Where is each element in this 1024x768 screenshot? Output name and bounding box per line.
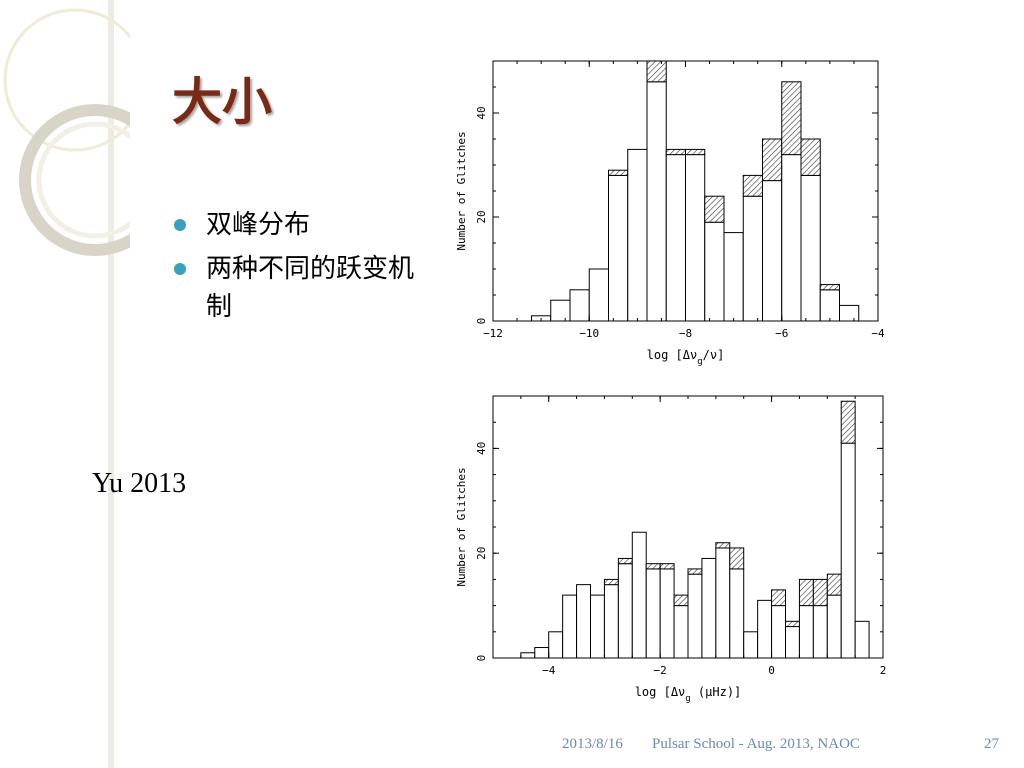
bar-unhatched [743,631,759,659]
bar-unhatched [781,154,802,322]
bar-unhatched [603,584,619,659]
bar-unhatched [798,605,814,659]
x-tick-label: −10 [579,327,599,340]
x-tick-label: 2 [880,664,887,677]
bar-unhatched [839,304,860,322]
bar-hatched [687,568,703,575]
bar-hatched [826,573,842,596]
x-tick-label: 0 [768,664,775,677]
bar-hatched [729,547,745,570]
bar-unhatched [588,268,609,322]
bar-hatched [659,563,675,570]
x-axis-label: log [Δνg (μHz)] [635,685,742,704]
bar-unhatched [627,148,648,322]
bar-unhatched [685,154,706,322]
bar-unhatched [704,221,725,322]
bar-unhatched [701,557,717,659]
bar-hatched [715,542,731,549]
bullet-item: 两种不同的跃变机制 [170,250,420,326]
x-tick-label: −6 [775,327,788,340]
bar-unhatched [646,81,667,322]
bar-hatched [646,60,667,83]
bar-unhatched [826,594,842,659]
bar-hatched [781,81,802,156]
footer-page-number: 27 [984,736,999,752]
bar-unhatched [800,174,821,322]
y-tick-label: 40 [475,442,488,455]
bar-unhatched [617,563,633,659]
bar-unhatched [687,573,703,659]
bar-unhatched [819,289,840,322]
bar-unhatched [576,584,591,659]
bar-hatched [617,557,633,565]
bar-unhatched [840,442,856,659]
y-tick-label: 20 [475,547,488,560]
x-axis-label: log [Δνg/ν] [647,348,725,367]
bar-hatched [645,563,661,570]
slide-title: 大小 [172,73,272,131]
bar-unhatched [520,652,536,659]
decorative-rings [3,0,130,768]
bar-hatched [608,169,629,176]
bar-unhatched [673,605,689,659]
bar-hatched [771,589,787,607]
bar-hatched [673,594,689,607]
bar-unhatched [723,232,744,322]
bar-hatched [704,195,725,223]
bar-hatched [685,148,706,156]
x-tick-label: −8 [679,327,692,340]
y-axis-label: Number of Glitches [455,467,468,586]
footer-event: Pulsar School - Aug. 2013, NAOC [652,736,860,752]
bar-unhatched [608,174,629,322]
citation: Yu 2013 [92,468,187,499]
y-tick-label: 20 [475,210,488,223]
bar-unhatched [771,605,787,659]
histogram-fractional-glitch-size: −12 −10 −8 −6 −4 0 20 40 Number of Glitches log [… [455,60,885,367]
bullet-text: 两种不同的跃变机制 [206,254,415,322]
bar-hatched [819,284,840,291]
bar-unhatched [812,605,828,659]
x-tick-label: −12 [483,327,503,340]
bar-unhatched [742,195,763,322]
bar-hatched [742,174,763,197]
bar-hatched [762,138,783,182]
y-tick-label: 0 [475,655,488,662]
x-tick-label: −4 [542,664,556,677]
bar-unhatched [665,154,686,322]
bar-unhatched [715,547,731,659]
bar-unhatched [762,180,783,322]
y-tick-label: 40 [475,106,488,119]
bar-unhatched [562,594,578,659]
bar-hatched [603,578,619,586]
y-tick-label: 0 [475,318,488,325]
bar-unhatched [534,647,550,659]
bullet-text: 双峰分布 [206,210,311,240]
bar-hatched [840,400,856,444]
x-tick-label: −2 [654,664,667,677]
bar-hatched [665,148,686,156]
bar-unhatched [550,299,571,322]
bar-hatched [785,620,800,628]
footer-date: 2013/8/16 [562,736,623,752]
bar-hatched [800,138,821,176]
bullet-list: 双峰分布 两种不同的跃变机制 [170,206,420,332]
bar-unhatched [645,568,661,659]
bar-unhatched [590,594,605,659]
bar-unhatched [854,620,870,659]
x-tick-label: −4 [871,327,885,340]
bar-unhatched [659,568,675,659]
bullet-dot-icon [174,219,186,231]
bullet-item: 双峰分布 [170,206,420,244]
bar-unhatched [569,289,590,322]
bar-unhatched [631,531,647,659]
bar-unhatched [757,599,773,659]
bar-unhatched [729,568,745,659]
bar-hatched [812,578,828,607]
bar-hatched [798,578,814,607]
bar-unhatched [785,626,800,659]
bullet-dot-icon [174,263,186,275]
y-axis-label: Number of Glitches [455,131,468,250]
bar-unhatched [548,631,564,659]
